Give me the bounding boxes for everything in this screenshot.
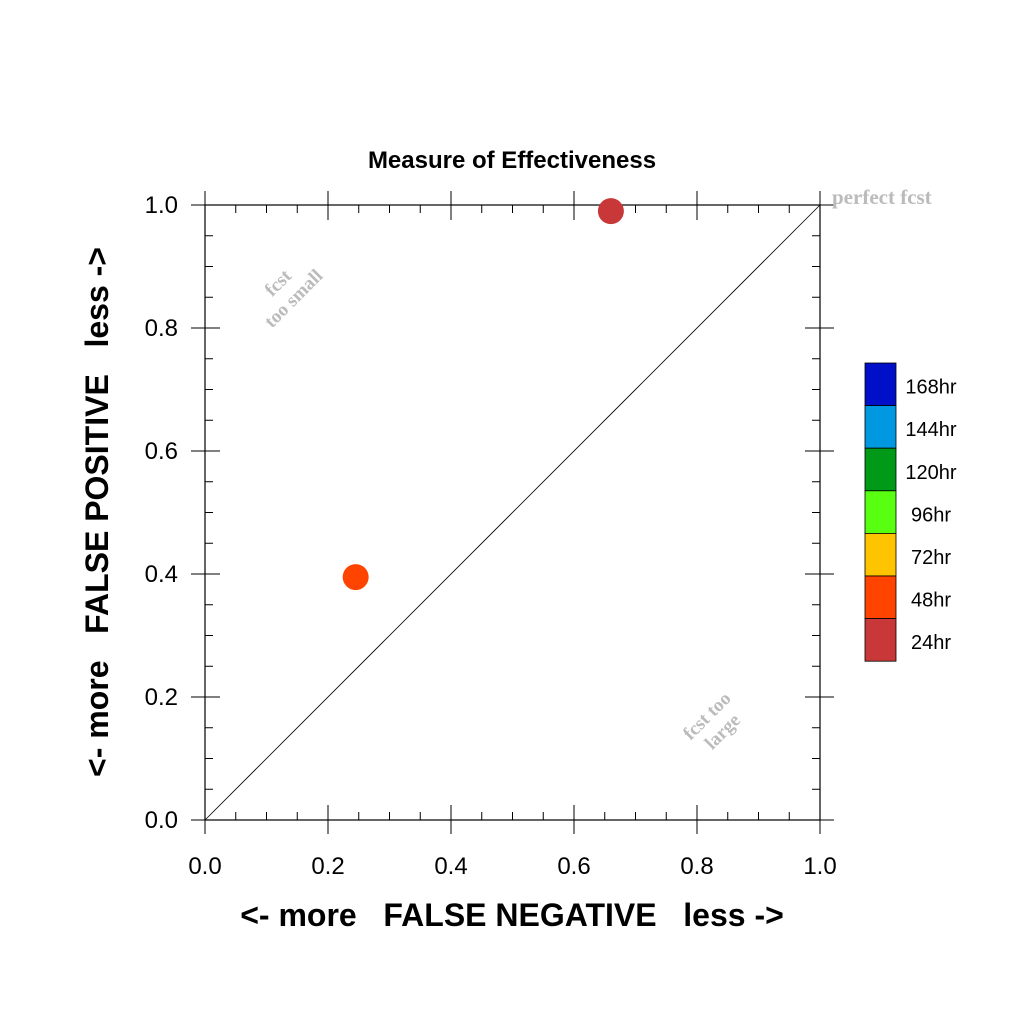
legend-swatch-168hr [864,362,897,406]
y-tick-label: 0.2 [145,684,178,711]
data-points [342,198,624,591]
too-small-annotation: fcst too small [261,265,328,332]
data-point-24hr [597,198,624,225]
y-tick-label: 1.0 [145,192,178,219]
perfect-forecast-annotation: perfect fcst [832,185,932,209]
legend-swatch-96hr [864,490,897,534]
y-axis-label: <- more FALSE POSITIVE less -> [79,247,115,777]
too-large-annotation: fcst too large [679,688,745,754]
legend-swatch-120hr [864,447,897,492]
y-tick-label: 0.8 [145,315,178,342]
legend-label-96hr: 96hr [911,504,951,526]
chart-title: Measure of Effectiveness [368,147,656,174]
x-tick-label: 0.0 [188,853,221,880]
y-tick-labels: 0.0 0.2 0.4 0.6 0.8 1.0 [145,192,178,834]
legend-label-144hr: 144hr [905,419,956,441]
y-tick-label: 0.4 [145,561,178,588]
y-tick-label: 0.0 [145,807,178,834]
x-tick-label: 1.0 [803,853,836,880]
x-tick-label: 0.2 [311,853,344,880]
legend-swatch-24hr [864,618,897,662]
legend-label-48hr: 48hr [911,590,951,612]
legend: 168hr 144hr 120hr 96hr 72hr 48hr 24hr [864,362,957,662]
legend-label-72hr: 72hr [911,547,951,569]
perfect-forecast-diagonal [204,204,821,821]
legend-label-168hr: 168hr [905,377,956,399]
legend-swatch-144hr [864,405,897,449]
legend-label-24hr: 24hr [911,632,951,654]
x-tick-labels: 0.0 0.2 0.4 0.6 0.8 1.0 [188,853,836,880]
x-tick-label: 0.8 [680,853,713,880]
y-tick-label: 0.6 [145,438,178,465]
x-tick-label: 0.4 [434,853,467,880]
x-axis-label: <- more FALSE NEGATIVE less -> [240,897,784,933]
x-tick-label: 0.6 [557,853,590,880]
plot-frame [204,204,821,821]
legend-swatch-72hr [864,533,897,577]
legend-label-120hr: 120hr [905,462,956,484]
data-point-48hr [342,564,369,591]
legend-swatch-48hr [864,575,897,619]
